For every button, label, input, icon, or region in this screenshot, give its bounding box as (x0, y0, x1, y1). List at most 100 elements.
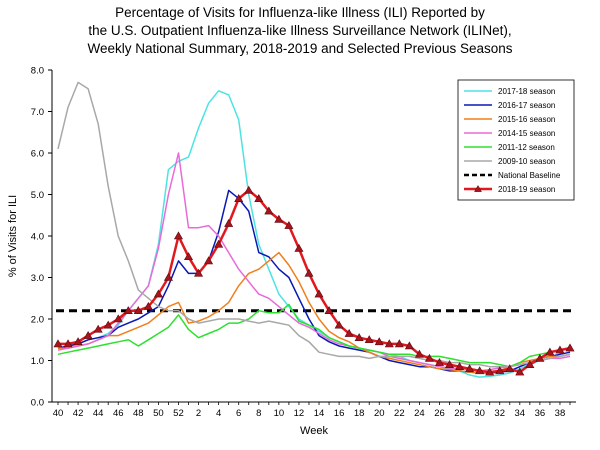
legend-label: 2009-10 season (498, 157, 555, 166)
series-line (57, 303, 571, 368)
data-point-marker (394, 339, 404, 348)
legend-item: 2015-16 season (464, 115, 555, 124)
y-tick-label: 5.0 (31, 190, 44, 201)
x-tick-label: 40 (53, 408, 64, 419)
data-point-marker (194, 268, 204, 277)
y-tick-label: 7.0 (31, 107, 44, 118)
legend-label: 2014-15 season (498, 129, 555, 138)
y-axis-title: % of Visits for ILI (7, 195, 19, 277)
chart-title-line-1: Percentage of Visits for Influenza-like … (115, 5, 485, 20)
data-point-marker (445, 360, 455, 368)
legend-item: 2009-10 season (464, 157, 555, 166)
y-tick-label: 1.0 (31, 356, 44, 367)
data-point-marker (264, 206, 274, 215)
x-tick-label: 46 (113, 408, 124, 419)
data-point-marker (63, 339, 73, 348)
x-tick-label: 28 (454, 408, 465, 419)
chart-title-line-2: the U.S. Outpatient Influenza-like Illne… (88, 23, 512, 38)
x-tick-label: 18 (354, 408, 365, 419)
data-point-marker (103, 320, 113, 329)
y-tick-label: 4.0 (31, 232, 44, 243)
x-tick-label: 24 (414, 408, 425, 419)
data-point-marker (565, 343, 575, 352)
data-point-marker (83, 330, 93, 339)
legend-label: 2018-19 season (498, 185, 555, 194)
y-tick-label: 6.0 (31, 149, 44, 160)
legend-marker (474, 184, 482, 192)
data-point-marker (254, 194, 264, 202)
data-point-marker (354, 333, 364, 341)
legend-label: 2011-12 season (498, 143, 555, 152)
chart-title: Percentage of Visits for Influenza-like … (0, 4, 600, 58)
x-tick-label: 50 (153, 408, 164, 419)
data-point-marker (434, 357, 445, 366)
data-point-marker (143, 301, 153, 310)
data-point-marker (294, 243, 304, 252)
series-2018-19-season (53, 185, 575, 376)
data-point-marker (455, 362, 465, 371)
x-tick-label: 8 (256, 408, 261, 419)
y-tick-label: 2.0 (31, 315, 44, 326)
data-point-marker (314, 289, 324, 298)
legend-item: National Baseline (464, 171, 561, 180)
x-tick-label: 2 (196, 408, 201, 419)
data-point-marker (173, 231, 183, 240)
data-point-marker (475, 366, 485, 375)
data-point-marker (515, 367, 525, 376)
data-point-marker (404, 341, 414, 350)
legend-box (457, 79, 575, 201)
legend-label: 2016-17 season (498, 101, 555, 110)
series-layer (53, 81, 575, 378)
data-point-marker (465, 364, 475, 373)
legend-item: 2014-15 season (464, 129, 555, 138)
legend-label: 2015-16 season (498, 115, 555, 124)
x-tick-label: 44 (93, 408, 104, 419)
legend-label: 2017-18 season (498, 87, 555, 96)
data-point-marker (123, 306, 133, 315)
x-tick-label: 16 (334, 408, 345, 419)
data-point-marker (374, 337, 384, 346)
chart-title-line-3: Weekly National Summary, 2018-2019 and S… (87, 41, 513, 56)
data-point-marker (274, 214, 284, 223)
data-point-marker (234, 194, 244, 202)
data-point-marker (414, 349, 424, 358)
x-tick-label: 42 (73, 408, 84, 419)
data-point-marker (113, 314, 123, 323)
data-point-marker (324, 306, 334, 315)
x-tick-label: 48 (133, 408, 144, 419)
y-tick-label: 8.0 (31, 66, 44, 77)
data-point-marker (555, 345, 565, 354)
series-line (58, 189, 571, 374)
data-point-marker (525, 360, 535, 368)
data-point-marker (153, 289, 163, 298)
data-point-marker (545, 347, 555, 356)
chart-axes: 0.01.02.03.04.05.06.07.08.040 42 44 46 48 50 5… (31, 66, 576, 419)
data-point-marker (73, 337, 83, 346)
data-point-marker (244, 185, 254, 194)
data-point-marker (224, 218, 234, 227)
data-point-marker (284, 221, 294, 229)
legend: 2017-18 season 2016-17 season 2015-16 seas… (457, 79, 575, 201)
x-tick-label: 10 (274, 408, 285, 419)
series-line (57, 81, 571, 368)
data-point-marker (204, 256, 214, 265)
x-tick-label: 20 (374, 408, 385, 419)
data-point-marker (214, 239, 224, 248)
x-tick-label: 4 (216, 408, 221, 419)
data-point-marker (384, 339, 394, 348)
data-point-marker (133, 306, 143, 315)
data-point-marker (344, 328, 354, 337)
series-2009-10-season (57, 81, 571, 368)
legend-item: 2011-12 season (464, 143, 555, 152)
x-axis-title: Week (300, 425, 328, 437)
x-tick-label: 6 (236, 408, 241, 419)
x-tick-label: 38 (555, 408, 566, 419)
legend-label: National Baseline (498, 171, 561, 180)
x-tick-label: 22 (394, 408, 405, 419)
data-point-marker (183, 252, 194, 261)
data-point-marker (505, 364, 515, 373)
legend-item: 2017-18 season (464, 87, 555, 96)
data-point-marker (485, 367, 495, 376)
y-tick-label: 0.0 (31, 398, 44, 409)
